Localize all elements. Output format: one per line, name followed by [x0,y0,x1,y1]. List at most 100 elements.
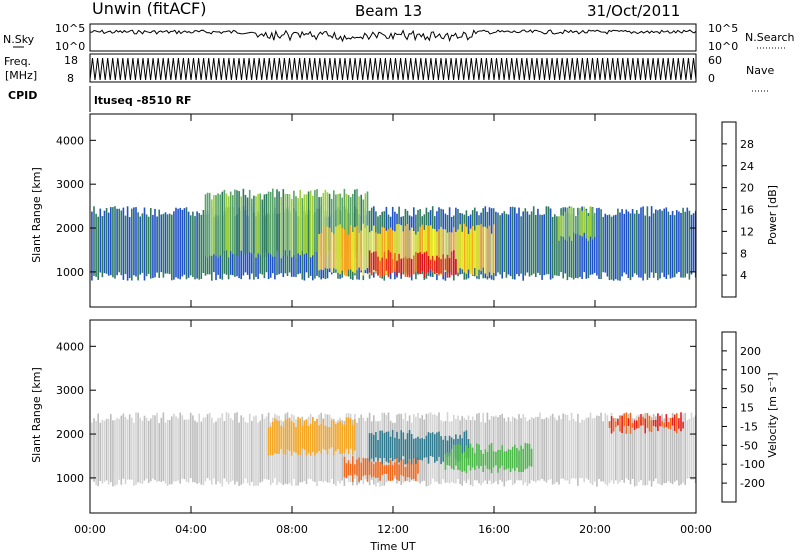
heatmap-cell [421,438,423,461]
heatmap-cell [187,211,190,278]
heatmap-cell [107,418,110,485]
heatmap-cell [337,225,339,273]
heatmap-cell [280,420,282,484]
nsearch-label: N.Search [745,31,795,44]
heatmap-cell [535,416,537,483]
heatmap-cell [684,412,686,485]
heatmap-cell [617,418,619,484]
heatmap-cell [373,434,375,462]
heatmap-cell [667,422,670,429]
heatmap-cell [95,213,97,277]
heatmap-cell [692,213,695,273]
heatmap-cell [638,416,640,429]
heatmap-cell [282,189,285,256]
heatmap-cell [194,420,196,483]
heatmap-cell [360,230,362,271]
heatmap-cell [577,207,579,279]
heatmap-cell [358,196,360,255]
heatmap-cell [478,444,480,469]
heatmap-cell [143,415,146,481]
heatmap-cell [570,214,573,278]
heatmap-cell [345,193,348,257]
heatmap-cell [368,433,371,462]
heatmap-cell [362,417,365,485]
heatmap-cell [232,195,234,255]
heatmap-cell [333,421,335,456]
heatmap-cell [164,212,167,274]
heatmap-cell [255,196,257,258]
heatmap-cell [135,207,137,277]
heatmap-cell [554,417,556,484]
heatmap-cell [381,257,383,277]
heatmap-cell [627,413,630,480]
heatmap-cell [431,228,434,273]
heatmap-cell [385,464,388,474]
heatmap-cell [463,223,466,273]
heatmap-cell [282,427,285,454]
heatmap-cell [415,457,417,482]
heatmap-cell [352,193,354,252]
heatmap-cell [655,416,657,479]
heatmap-cell [667,211,670,275]
heatmap-cell [248,413,251,486]
heatmap-cell [120,415,123,485]
heatmap-cell [638,414,640,482]
heatmap-cell [309,423,312,456]
heatmap-cell [202,210,205,273]
heatmap-cell [562,413,564,479]
date-title: 31/Oct/2011 [587,2,680,20]
heatmap-cell [657,413,659,431]
heatmap-cell [446,452,449,466]
heatmap-cell [499,449,501,469]
colorbar-frame [721,331,737,503]
heatmap-cell [229,418,232,482]
heatmap-cell [474,230,476,268]
heatmap-cell [581,210,583,237]
heatmap-cell [253,416,255,487]
y-tick-label: 2000 [56,222,84,235]
heatmap-cell [423,229,426,269]
heatmap-cell [640,419,642,481]
heatmap-cell [478,225,480,270]
heatmap-cell [545,417,548,483]
heatmap-cell [379,233,381,273]
velocity-y-axis: 1000 2000 3000 4000 [56,340,696,485]
heatmap-cell [112,207,114,278]
heatmap-cell [549,415,552,480]
heatmap-cell [415,252,417,272]
heatmap-cell [602,216,604,273]
heatmap-cell [124,417,127,485]
heatmap-cell [486,228,489,277]
heatmap-cell [381,430,383,465]
heatmap-cell [112,420,114,487]
heatmap-cell [215,421,217,485]
heatmap-cell [417,253,419,274]
heatmap-cell [398,253,400,273]
heatmap-cell [183,208,186,275]
heatmap-cell [137,212,139,281]
heatmap-cell [490,233,493,276]
heatmap-cell [330,232,333,273]
heatmap-cell [530,448,533,467]
nsky-line [89,29,697,43]
heatmap-cell [585,210,588,239]
heatmap-cell [467,448,470,466]
heatmap-cell [301,425,304,449]
heatmap-cell [261,414,264,482]
heatmap-cell [330,420,333,448]
x-tick-label: 08:00 [276,523,308,536]
colorbar-tick-label: 20 [740,182,754,195]
heatmap-cell [175,416,177,482]
heatmap-cell [560,419,562,479]
heatmap-cell [644,418,646,434]
heatmap-cell [91,211,93,281]
heatmap-cell [469,443,472,471]
heatmap-cell [398,438,400,463]
heatmap-cell [276,420,278,454]
heatmap-cell [93,418,95,482]
heatmap-cell [265,416,268,480]
nave-tick-bottom: 0 [708,72,715,85]
heatmap-cell [274,197,276,257]
heatmap-cell [488,225,491,273]
heatmap-cell [391,259,394,273]
